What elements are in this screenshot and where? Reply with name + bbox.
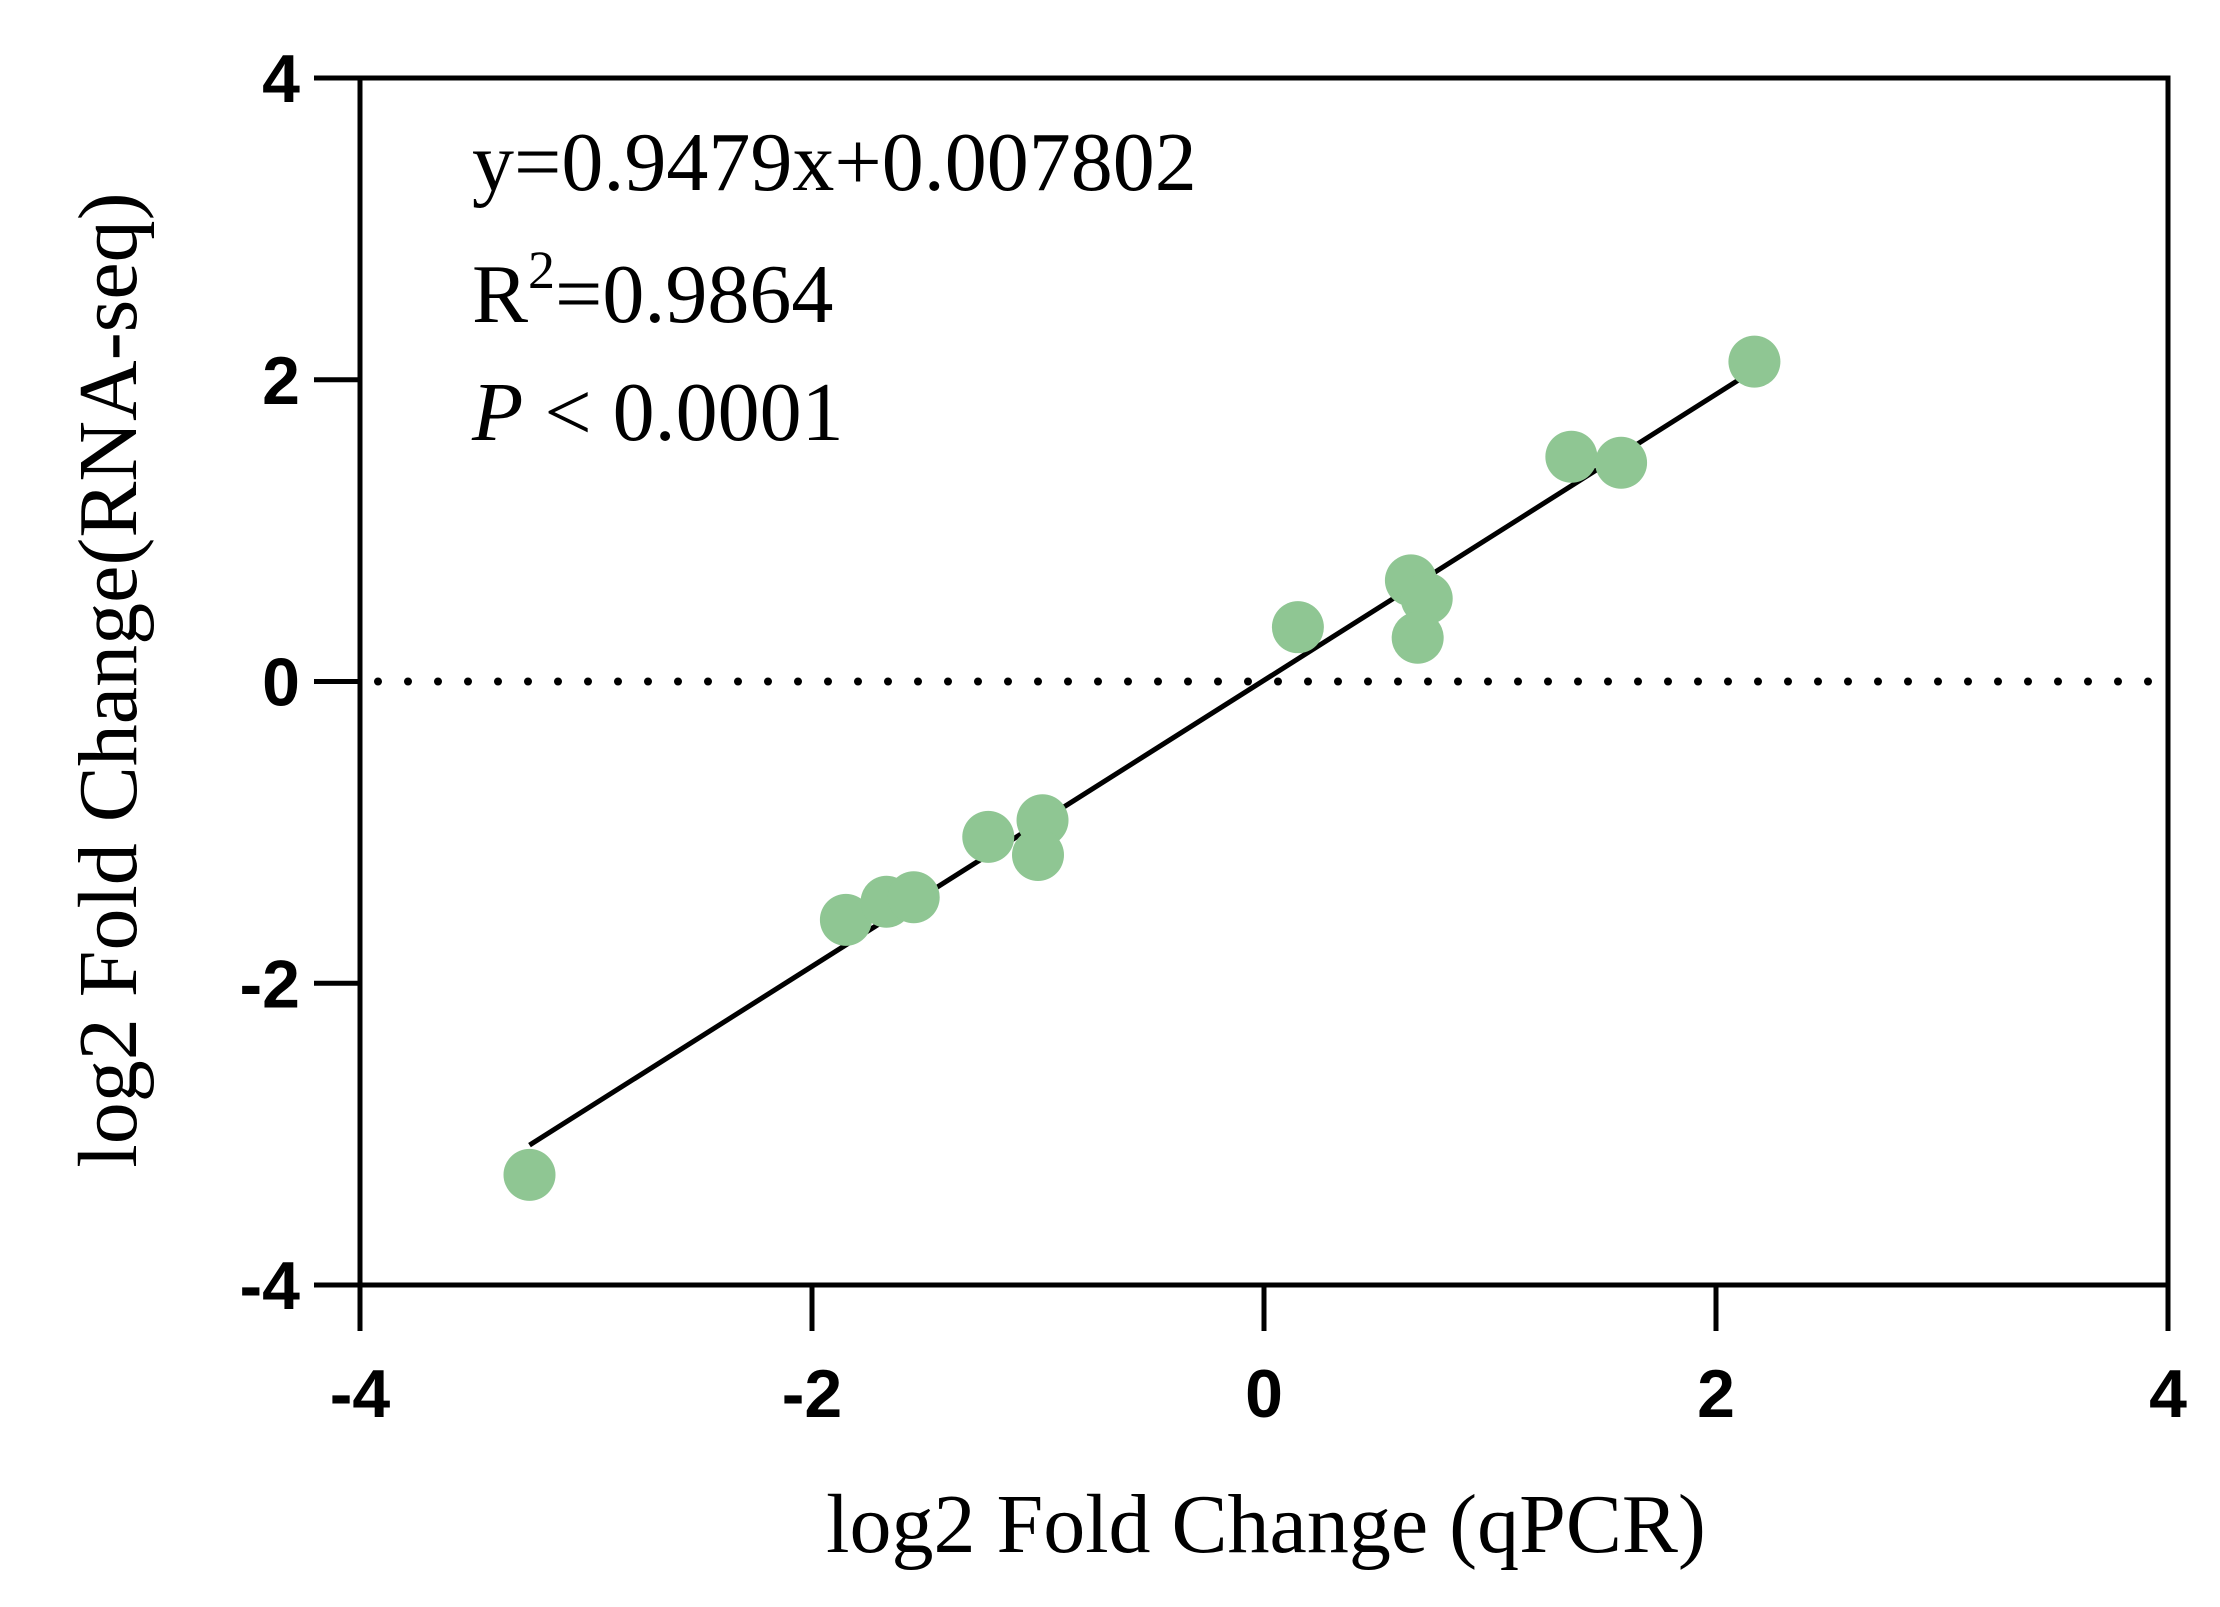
data-point <box>1545 430 1598 483</box>
tick-labels: -4 -2 0 2 4 -4 -2 0 2 4 <box>240 41 2188 1432</box>
y-tick-label: -2 <box>240 946 300 1022</box>
y-tick-label: -4 <box>240 1248 301 1324</box>
data-point <box>1012 829 1064 882</box>
x-tick-label: -2 <box>782 1356 842 1432</box>
r-squared-annotation: R2=0.9864 <box>472 240 833 341</box>
p-symbol: P <box>471 366 523 459</box>
regression-line <box>528 363 1763 1148</box>
fit-line <box>528 363 1763 1148</box>
p-value-annotation: P < 0.0001 <box>471 366 844 459</box>
data-point <box>887 871 940 924</box>
x-tick-label: 4 <box>2149 1356 2187 1432</box>
data-point <box>962 810 1015 863</box>
data-point <box>1271 601 1324 654</box>
r2-prefix: R <box>472 248 528 341</box>
y-tick-label: 0 <box>262 645 300 721</box>
regression-equation: y=0.9479x+0.007802 <box>472 116 1197 209</box>
r2-superscript: 2 <box>528 240 555 300</box>
data-points <box>503 335 1781 1201</box>
data-point <box>1728 335 1781 388</box>
y-tick-label: 2 <box>262 343 300 419</box>
x-axis-title: log2 Fold Change (qPCR) <box>826 1478 1706 1571</box>
y-axis-title: log2 Fold Change(RNA-seq) <box>62 192 155 1167</box>
y-tick-label: 4 <box>262 41 300 117</box>
data-point <box>1391 611 1444 664</box>
x-tick-label: -4 <box>330 1356 391 1432</box>
data-point <box>503 1148 556 1201</box>
data-point <box>1400 572 1453 625</box>
data-point <box>819 893 872 946</box>
x-tick-label: 2 <box>1697 1356 1735 1432</box>
x-tick-label: 0 <box>1245 1356 1283 1432</box>
r2-value: =0.9864 <box>555 248 833 341</box>
data-point <box>1595 436 1648 489</box>
axes <box>314 75 2171 1331</box>
p-value: < 0.0001 <box>523 366 843 459</box>
